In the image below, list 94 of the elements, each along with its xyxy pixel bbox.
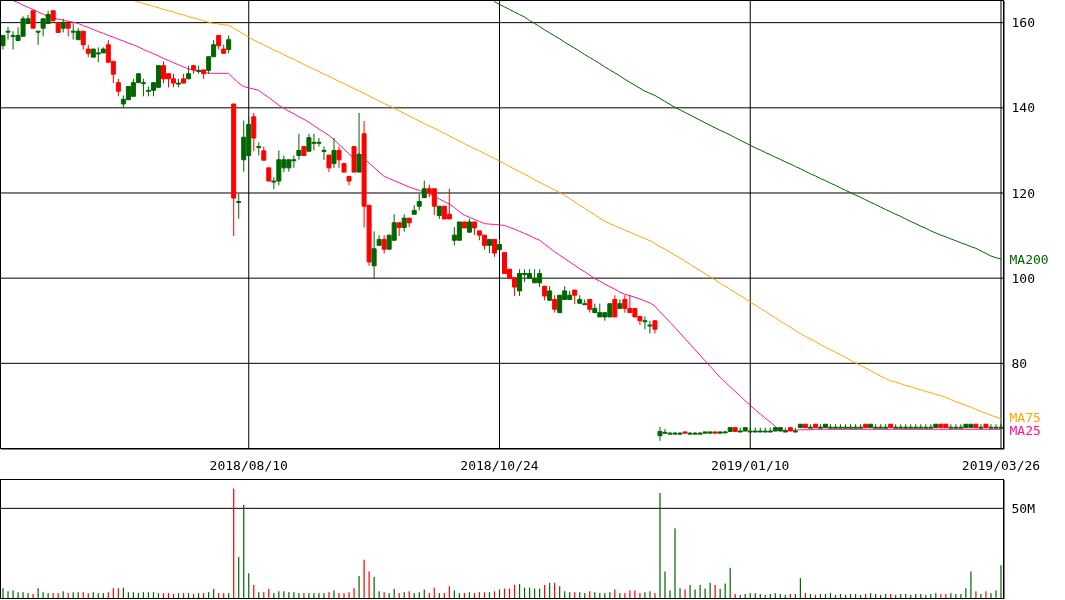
line-series (493, 1, 1002, 260)
candlestick (461, 221, 467, 229)
candlestick (321, 146, 327, 161)
candlestick (191, 65, 197, 75)
candlestick (787, 427, 793, 432)
series-label: MA25 (1009, 423, 1041, 439)
candlestick (727, 427, 733, 432)
candlestick (75, 27, 81, 41)
candlestick (978, 423, 984, 429)
candlestick (411, 204, 417, 215)
candlestick (456, 221, 462, 241)
candlestick (381, 234, 387, 254)
candlestick (622, 294, 628, 314)
y-tick-label: 160 (1011, 15, 1035, 31)
candlestick (682, 431, 688, 434)
candlestick (236, 193, 242, 220)
candlestick (50, 10, 56, 24)
candlestick (221, 44, 227, 54)
candlestick (792, 427, 798, 433)
y-tick-label: 100 (1011, 270, 1035, 286)
candlestick (306, 133, 312, 152)
series-label: MA75 (1009, 410, 1041, 426)
candlestick (261, 146, 267, 161)
candlestick (351, 146, 357, 173)
candlestick (60, 18, 66, 33)
candlestick (592, 303, 598, 314)
candlestick (612, 294, 618, 318)
candlestick (893, 423, 899, 429)
candlestick (346, 175, 352, 186)
candlestick (617, 298, 623, 309)
candlestick (446, 188, 452, 220)
x-tick-label: 2018/10/24 (460, 457, 539, 473)
y-tick-label: 80 (1011, 355, 1028, 371)
candlestick (241, 120, 247, 173)
candlestick (471, 221, 477, 236)
candlestick (983, 423, 989, 429)
candlestick (542, 285, 548, 301)
candlestick (216, 34, 222, 50)
candlestick (732, 427, 738, 432)
candlestick (948, 423, 954, 429)
candlestick (115, 78, 121, 97)
candlestick (642, 315, 648, 330)
candlestick (401, 213, 407, 233)
candlestick (988, 423, 994, 429)
x-tick-label: 2019/01/10 (711, 457, 790, 473)
candlestick (85, 44, 91, 58)
x-tick-label: 2019/03/26 (961, 457, 1041, 473)
candlestick (406, 217, 412, 228)
candlestick (201, 69, 207, 80)
candlestick (807, 423, 813, 429)
candlestick (552, 294, 558, 314)
candlestick (55, 22, 61, 33)
y-tick-label: 50M (1011, 501, 1036, 517)
candlestick (496, 238, 502, 251)
candlestick (80, 30, 86, 50)
candlestick (652, 320, 658, 335)
candlestick (65, 23, 71, 37)
candlestick (176, 78, 182, 88)
candlestick (466, 218, 472, 233)
candlestick (301, 146, 307, 157)
candlestick (356, 112, 362, 173)
y-tick-label: 120 (1011, 185, 1035, 201)
candlestick (481, 234, 487, 251)
candlestick (431, 188, 437, 216)
candlestick (331, 137, 337, 169)
candlestick (256, 141, 262, 157)
candlestick (782, 427, 788, 433)
candlestick (587, 298, 593, 314)
candlestick (421, 180, 427, 199)
candlestick (687, 431, 693, 435)
candlestick (326, 154, 332, 173)
candlestick (30, 10, 36, 29)
candlestick (517, 268, 523, 297)
candlestick (181, 73, 187, 84)
candlestick (196, 65, 202, 75)
candlestick (371, 230, 377, 280)
x-tick-label: 2018/08/10 (209, 457, 288, 473)
candlestick (712, 431, 718, 434)
candlestick (251, 112, 257, 152)
candlestick (547, 285, 553, 301)
candlestick (486, 238, 492, 254)
candlestick (973, 423, 979, 429)
candlestick (396, 222, 402, 237)
candlestick (572, 289, 578, 305)
candlestick (266, 167, 272, 182)
candlestick (491, 238, 497, 258)
candlestick (416, 193, 422, 211)
series-label: MA200 (1009, 251, 1049, 267)
y-tick-label: 140 (1011, 100, 1035, 116)
candlestick (577, 294, 583, 304)
candlestick (231, 103, 237, 237)
candlestick (186, 65, 192, 80)
candlestick (436, 205, 442, 220)
candlestick (226, 34, 232, 54)
